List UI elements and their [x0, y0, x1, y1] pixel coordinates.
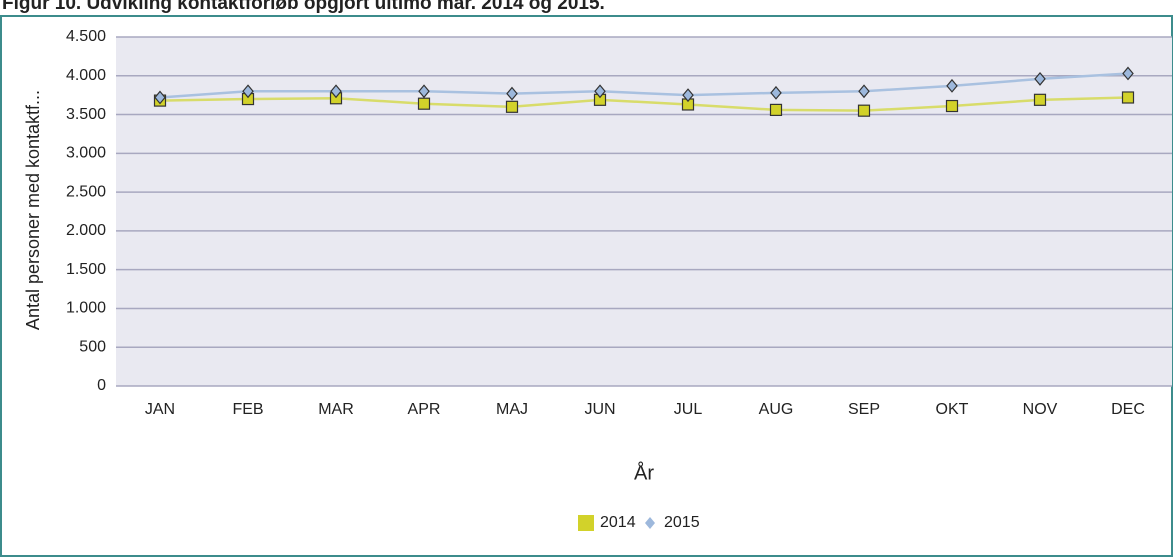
- x-tick-label: OKT: [936, 401, 969, 418]
- legend-label: 2014: [600, 514, 636, 531]
- y-tick-label: 1.000: [66, 300, 106, 317]
- marker: [1034, 71, 1046, 86]
- y-tick-label: 2.000: [66, 222, 106, 239]
- y-axis-label: Antal personer med kontaktf...: [23, 90, 43, 330]
- x-tick-label: DEC: [1111, 401, 1145, 418]
- marker: [154, 90, 166, 105]
- legend: 2014 2015: [578, 514, 700, 531]
- marker: [946, 78, 958, 93]
- y-tick-label: 4.000: [66, 67, 106, 84]
- y-tick-label: 2.500: [66, 183, 106, 200]
- marker: [857, 104, 871, 117]
- legend-swatch: [578, 515, 594, 531]
- marker: [417, 97, 431, 110]
- x-tick-label: SEP: [848, 401, 880, 418]
- marker: [682, 88, 694, 103]
- x-tick-label: JUL: [674, 401, 703, 418]
- y-tick-label: 3.000: [66, 145, 106, 162]
- x-tick-label: FEB: [232, 401, 263, 418]
- chart-title: Figur 10. Udvikling kontaktforløb opgjor…: [2, 0, 605, 14]
- x-tick-label: JUN: [584, 401, 615, 418]
- marker: [858, 84, 870, 99]
- legend-label: 2015: [664, 514, 700, 531]
- plot-area: [116, 37, 1172, 386]
- x-tick-label: NOV: [1023, 401, 1058, 418]
- marker: [1033, 93, 1047, 106]
- marker: [506, 86, 518, 101]
- marker: [594, 84, 606, 99]
- marker: [1121, 91, 1135, 104]
- x-tick-label: MAJ: [496, 401, 528, 418]
- series-line: [159, 96, 1129, 112]
- y-tick-label: 0: [97, 377, 106, 394]
- x-tick-label: JAN: [145, 401, 175, 418]
- marker: [505, 100, 519, 113]
- series-line: [159, 72, 1129, 99]
- x-tick-label: APR: [408, 401, 441, 418]
- y-tick-label: 4.500: [66, 28, 106, 45]
- x-axis-label: År: [634, 461, 654, 484]
- marker: [945, 99, 959, 113]
- marker: [242, 84, 254, 99]
- legend-swatch: [645, 517, 655, 529]
- marker: [418, 84, 430, 99]
- y-tick-label: 3.500: [66, 106, 106, 123]
- y-tick-label: 1.500: [66, 261, 106, 278]
- y-tick-label: 500: [79, 338, 106, 355]
- marker: [1122, 66, 1134, 81]
- x-tick-label: AUG: [759, 401, 794, 418]
- marker: [330, 84, 342, 99]
- marker: [769, 103, 783, 117]
- x-tick-label: MAR: [318, 401, 354, 418]
- marker: [770, 85, 782, 100]
